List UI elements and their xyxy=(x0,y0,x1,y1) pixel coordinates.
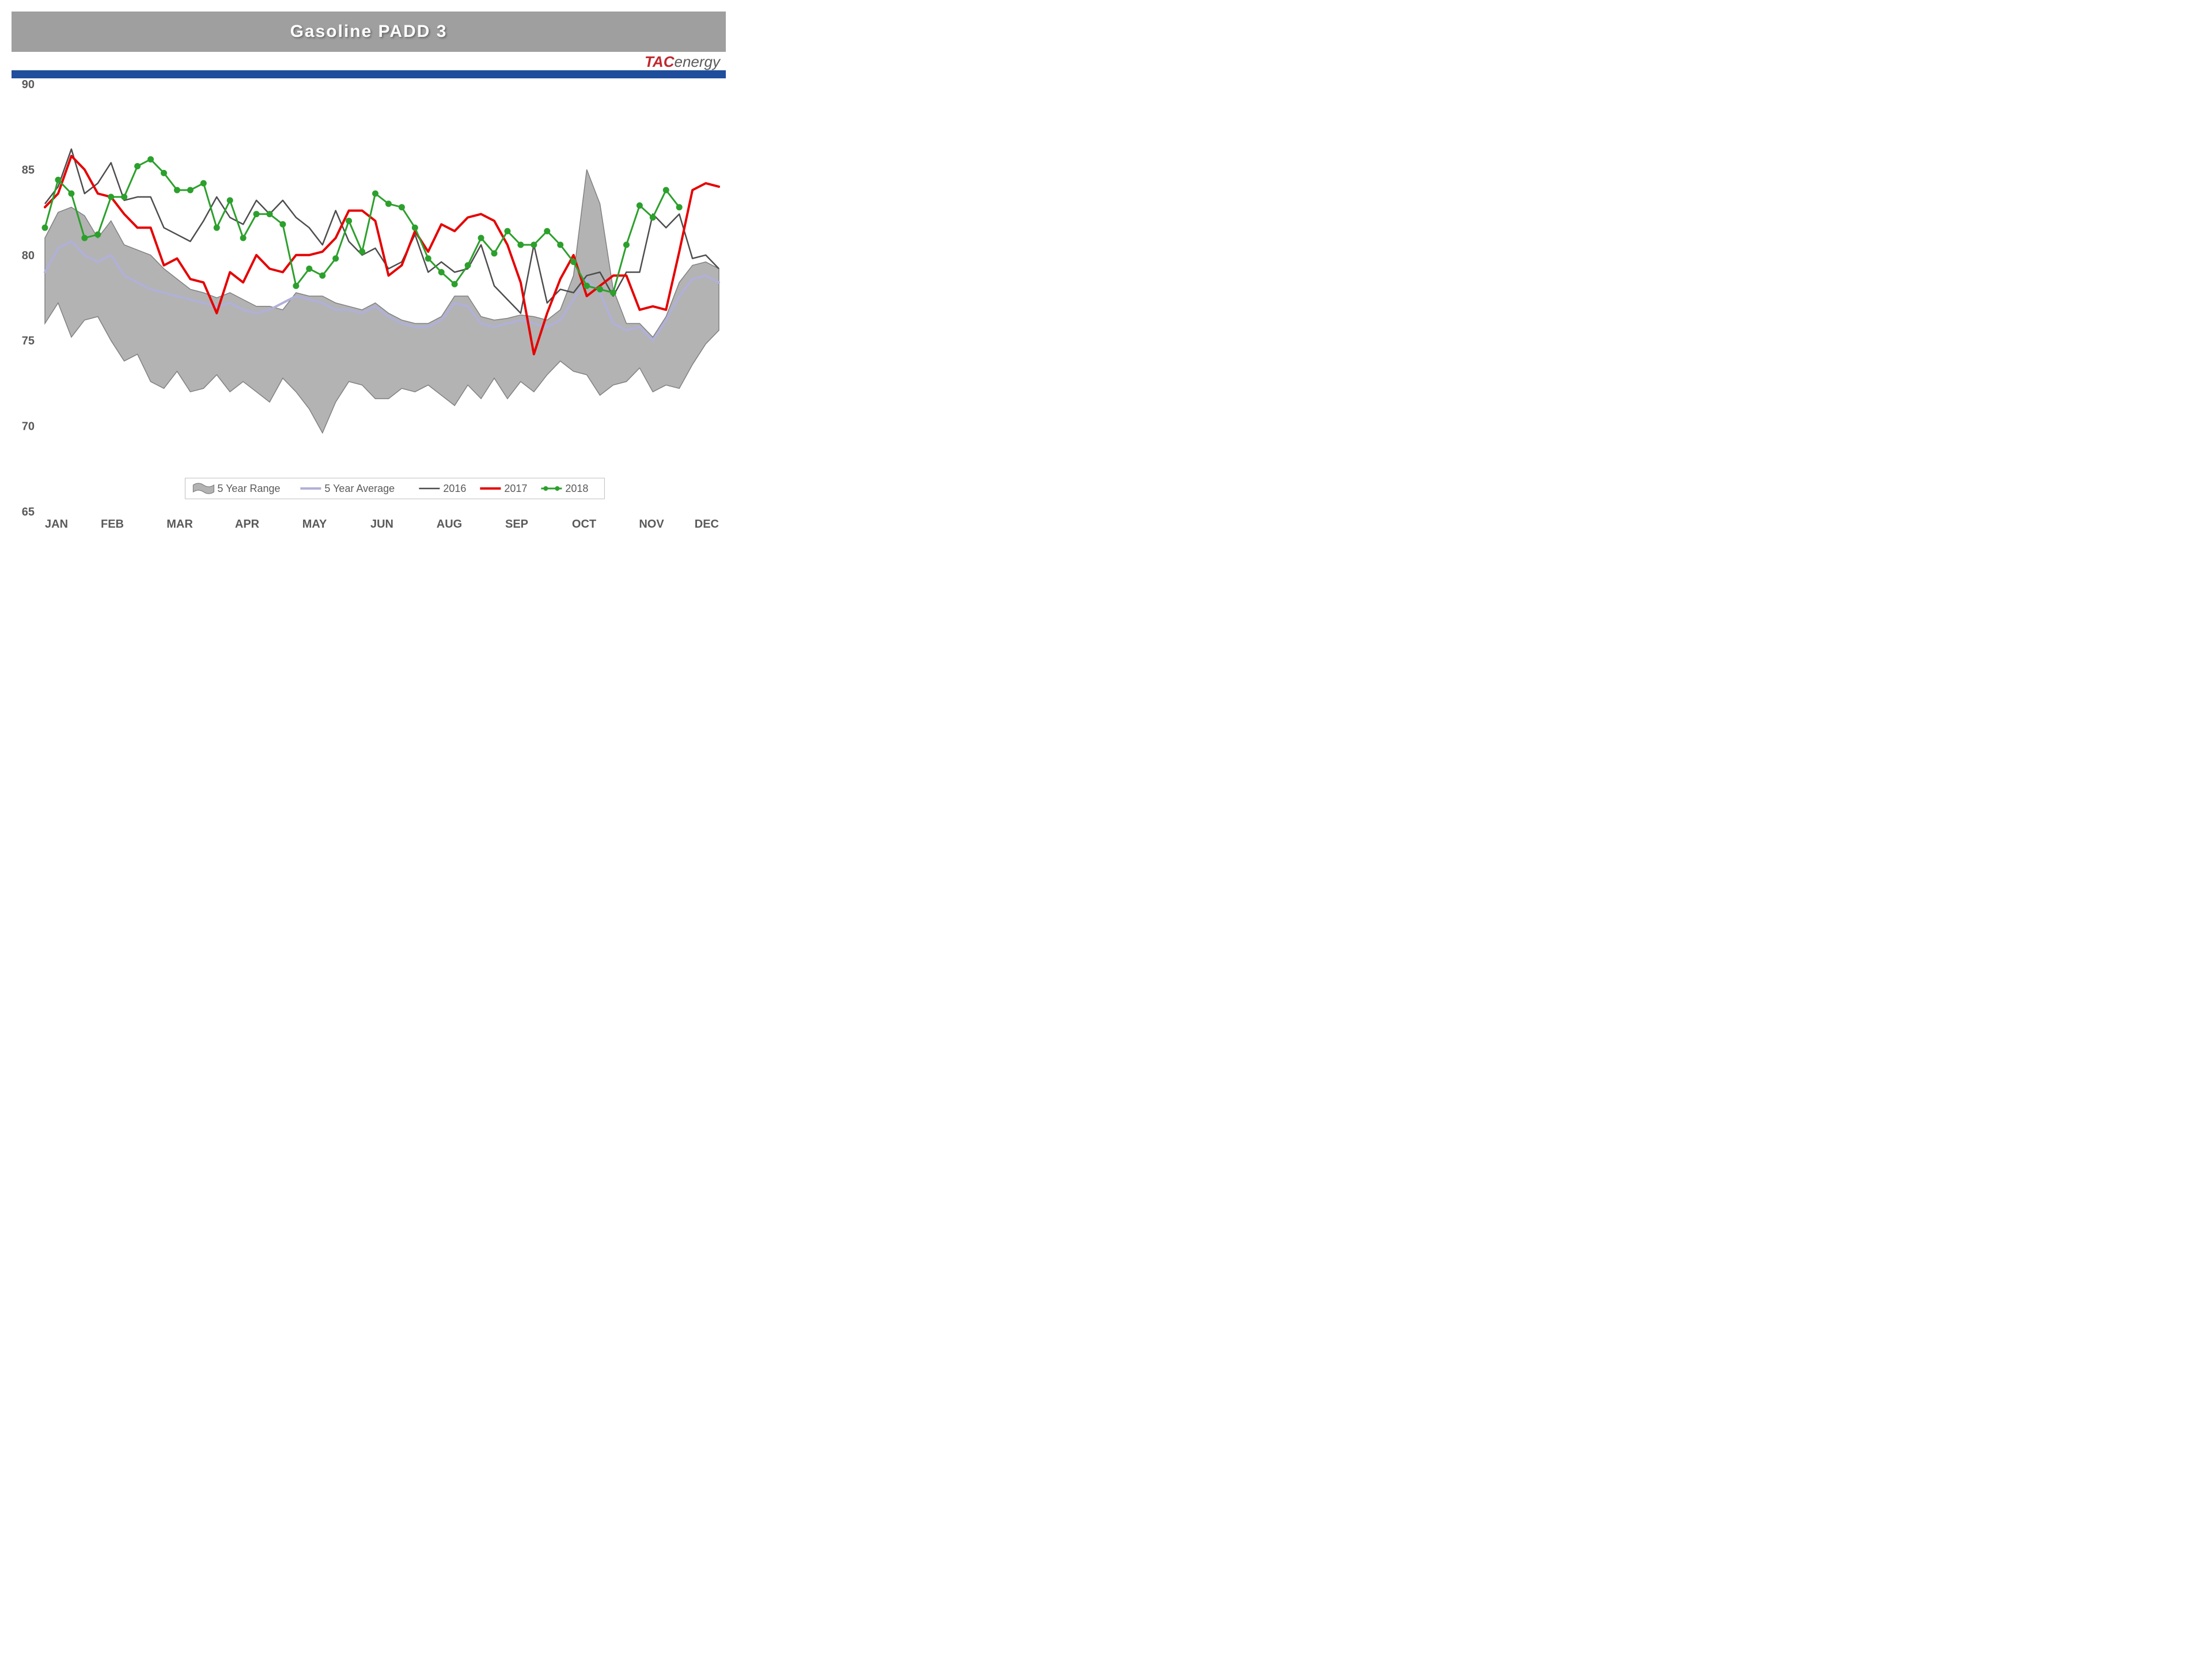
series-2018-marker xyxy=(399,204,404,210)
title-bar: Gasoline PADD 3 xyxy=(12,12,726,52)
x-tick-label: JAN xyxy=(45,518,68,531)
y-tick-label: 85 xyxy=(22,164,35,176)
series-2018-marker xyxy=(108,194,114,200)
series-2018-marker xyxy=(438,269,444,275)
series-2018-marker xyxy=(187,187,193,193)
series-2018-marker xyxy=(214,225,219,230)
series-2018-marker xyxy=(161,170,166,176)
series-2018-marker xyxy=(597,286,603,292)
legend-label: 2018 xyxy=(565,483,588,494)
series-2018-marker xyxy=(373,191,378,196)
series-2018-marker xyxy=(637,203,642,209)
logo-part-1: TAC xyxy=(645,53,675,70)
legend-label: 5 Year Range xyxy=(217,483,280,494)
brand-logo: TACenergy xyxy=(645,53,720,71)
series-2018-marker xyxy=(412,225,418,230)
chart-title: Gasoline PADD 3 xyxy=(290,22,448,41)
series-2018-marker xyxy=(95,232,101,237)
x-tick-label: NOV xyxy=(639,518,664,531)
series-2018-marker xyxy=(584,283,590,289)
series-2018-marker xyxy=(82,235,88,241)
legend-label: 5 Year Average xyxy=(324,483,395,494)
series-2018-marker xyxy=(676,204,682,210)
x-tick-label: APR xyxy=(235,518,260,531)
y-tick-label: 70 xyxy=(22,421,35,433)
series-2018-marker xyxy=(452,281,457,287)
x-tick-label: MAR xyxy=(166,518,193,531)
series-2018-marker xyxy=(148,157,154,162)
series-2018-marker xyxy=(558,242,563,248)
series-2018-marker xyxy=(385,201,391,207)
series-2018-marker xyxy=(135,163,141,169)
series-2018-marker xyxy=(518,242,524,248)
chart-page: Gasoline PADD 3 TACenergy 65 70 75 80 85 90 JA… xyxy=(0,0,737,553)
logo-part-2: energy xyxy=(675,53,721,70)
chart-area: 65 70 75 80 85 90 JAN FEB MAR APR MAY JUN AUG SEP OCT N… xyxy=(12,78,726,548)
x-tick-label: JUN xyxy=(370,518,393,531)
x-tick-label: AUG xyxy=(437,518,462,531)
series-2018-marker xyxy=(531,242,537,248)
series-2018-marker xyxy=(571,259,577,265)
accent-strip xyxy=(12,70,726,78)
series-2018-marker xyxy=(55,177,61,183)
line-chart: 65 70 75 80 85 90 JAN FEB MAR APR MAY JUN AUG SEP OCT N… xyxy=(12,78,726,548)
series-2018-marker xyxy=(544,228,550,234)
series-2018-marker xyxy=(320,272,325,278)
x-tick-label: MAY xyxy=(302,518,327,531)
series-2018-marker xyxy=(227,198,233,203)
legend-label: 2016 xyxy=(443,483,466,494)
series-2018-marker xyxy=(346,218,352,224)
series-2018-marker xyxy=(359,249,365,255)
legend-label: 2017 xyxy=(504,483,527,494)
series-2018-marker xyxy=(280,221,286,227)
y-tick-label: 65 xyxy=(22,506,35,518)
series-2018-marker xyxy=(333,256,339,262)
chart-legend: 5 Year Range 5 Year Average 2016 2017 2018 xyxy=(185,478,604,499)
series-2018-marker xyxy=(306,266,312,272)
series-2018-marker xyxy=(623,242,629,248)
series-2018-marker xyxy=(425,256,431,262)
series-2018-marker xyxy=(69,191,74,196)
y-tick-label: 90 xyxy=(22,78,35,91)
series-2018-marker xyxy=(478,235,484,241)
series-2018-marker xyxy=(174,187,180,193)
x-tick-label: FEB xyxy=(101,518,124,531)
x-tick-label: OCT xyxy=(572,518,596,531)
series-2018-marker xyxy=(240,235,246,241)
series-2018-marker xyxy=(610,290,616,296)
x-tick-label: DEC xyxy=(695,518,719,531)
x-tick-label: SEP xyxy=(505,518,528,531)
series-2018-marker xyxy=(505,228,510,234)
series-2018-marker xyxy=(663,187,669,193)
series-2018-marker xyxy=(465,263,471,268)
series-2018-marker xyxy=(293,283,299,289)
y-tick-label: 80 xyxy=(22,249,35,262)
five-year-range-band xyxy=(45,169,719,433)
series-2018-marker xyxy=(122,194,127,200)
series-2018-marker xyxy=(200,180,206,186)
series-2018-marker xyxy=(650,215,656,221)
series-2018-marker xyxy=(491,251,497,256)
y-tick-label: 75 xyxy=(22,335,35,347)
series-2018-marker xyxy=(42,225,48,230)
series-2018-marker xyxy=(253,211,259,217)
series-2018-marker xyxy=(267,211,272,217)
